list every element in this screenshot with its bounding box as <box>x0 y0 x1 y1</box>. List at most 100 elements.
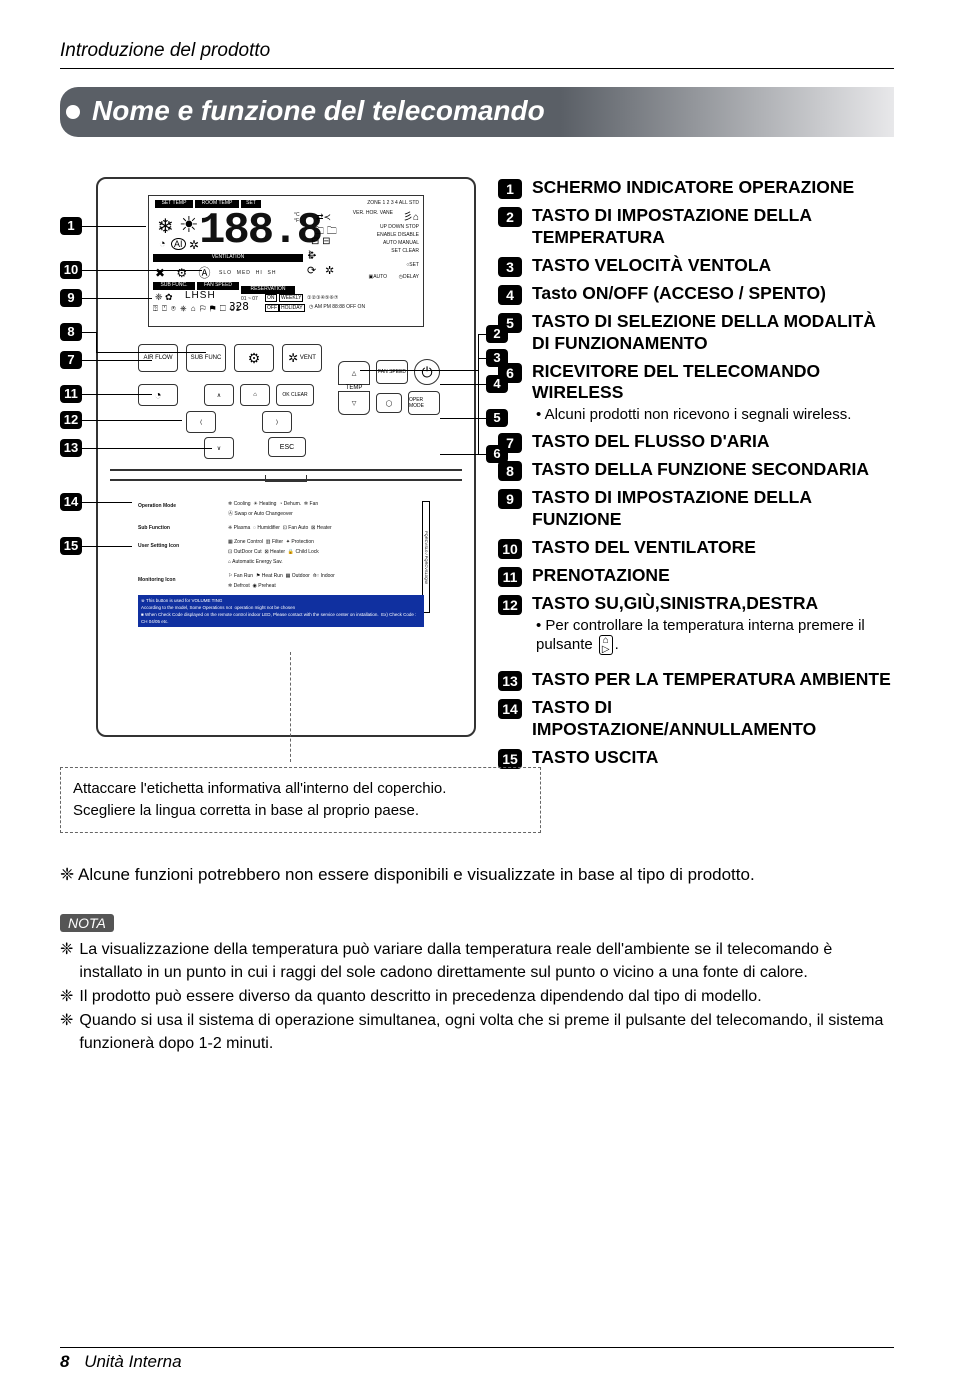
info-r3d: ⌂ Automatic Energy Sav. <box>228 559 283 565</box>
legend-txt: SCHERMO INDICATORE OPERAZIONE <box>532 177 854 199</box>
legend-txt: TASTO USCITA <box>532 747 658 769</box>
lcd-zone: ZONE 1 2 3 4 ALL STD <box>367 200 419 206</box>
section-header: Introduzione del prodotto <box>60 40 894 62</box>
legend-14: 14TASTO DI IMPOSTAZIONE/ANNULLAMENTO <box>498 697 894 741</box>
legend-10: 10 TASTO DEL VENTILATORE <box>498 537 894 559</box>
temp-up-button[interactable]: △ <box>338 361 370 385</box>
lead-l14 <box>82 502 132 503</box>
left-button[interactable]: ⟨ <box>186 411 216 433</box>
legend-11: 11PRENOTAZIONE <box>498 565 894 587</box>
up-button[interactable]: ∧ <box>204 384 234 406</box>
lcd-hor: VER. HOR. VANE <box>353 210 393 216</box>
lead-l13 <box>82 448 212 449</box>
marker-2: 2 <box>486 325 508 343</box>
caption-line-1: Attaccare l'etichetta informativa all'in… <box>73 780 446 797</box>
lead-r4 <box>440 384 486 385</box>
legend-num: 10 <box>498 539 522 559</box>
button-row-4: ∨ ESC <box>204 437 306 459</box>
nota-item-2: ❈Il prodotto può essere diverso da quant… <box>60 986 894 1008</box>
lead-r3b <box>400 370 401 371</box>
air-flow-button[interactable]: AIR FLOW <box>138 344 178 372</box>
reservation-tab: RESERVATION <box>241 286 295 294</box>
info-r4c: ✲ Defrost ◉ Preheat <box>228 583 276 589</box>
sub-func-button[interactable]: SUB FUNC <box>186 344 226 372</box>
power-button[interactable]: ⏻ <box>414 359 440 385</box>
marker-4: 4 <box>486 375 508 393</box>
marker-9: 9 <box>60 289 82 307</box>
legend-txt: TASTO DI SELEZIONE DELLA MODALITÀ DI FUN… <box>532 311 894 355</box>
info-r3b: ▦ Zone Control ▥ Filter ✦ Protection <box>228 539 314 545</box>
fan-speed-button[interactable]: FAN SPEED <box>376 360 408 384</box>
lead-l15 <box>82 546 132 547</box>
info-label: PQRCVSL0 / PQRCVSL0QW Operation Mode ❄ C… <box>138 499 424 699</box>
info-footer: ※ This button is used for VOLUME TING Ac… <box>138 595 424 627</box>
nota-tag: NOTA <box>60 914 114 932</box>
legend-txt: TASTO DEL VENTILATORE <box>532 537 756 559</box>
legend-3: 3 TASTO VELOCITÀ VENTOLA <box>498 255 894 277</box>
marker-5: 5 <box>486 409 508 427</box>
legend-txt: TASTO PER LA TEMPERATURA AMBIENTE <box>532 669 891 691</box>
right-button[interactable]: ⟩ <box>262 411 292 433</box>
page: Introduzione del prodotto Nome e funzion… <box>0 0 954 1400</box>
button-row-3: ⟨ ⟩ <box>186 411 292 433</box>
lead-l8 <box>82 332 96 333</box>
holiday-box: HOLIDAY <box>279 304 305 312</box>
legend-num: 14 <box>498 699 522 719</box>
marker-13: 13 <box>60 439 82 457</box>
auto-fan-icon: ✲ <box>325 264 334 277</box>
legend-12: 12TASTO SU,GIÙ,SINISTRA,DESTRA• Per cont… <box>498 593 894 656</box>
settings-button[interactable]: ⚙ <box>234 344 274 372</box>
legend-txt: TASTO DI IMPOSTAZIONE DELLA TEMPERATURA <box>532 205 894 249</box>
nota-item-1: ❈La visualizzazione della temperatura pu… <box>60 939 894 984</box>
set-temp-tab: SET TEMP <box>155 200 193 208</box>
drop-icon: ◔ <box>159 238 166 250</box>
clock-button[interactable]: ◔ <box>138 384 178 406</box>
info-r4: Monitoring Icon <box>138 577 176 583</box>
legend-txt: TASTO DEL FLUSSO D'ARIA <box>532 431 770 453</box>
bottom-328: 328 <box>229 300 249 313</box>
availability-note: ❈ Alcune funzioni potrebbero non essere … <box>60 863 894 887</box>
legend-2: 2TASTO DI IMPOSTAZIONE DELLA TEMPERATURA <box>498 205 894 249</box>
lid-line-1 <box>110 469 462 471</box>
legend-num: 9 <box>498 489 522 509</box>
nota-list: ❈La visualizzazione della temperatura pu… <box>60 939 894 1055</box>
lead-r5 <box>440 418 486 419</box>
lead-l10 <box>82 270 202 271</box>
legend-txt: TASTO VELOCITÀ VENTOLA <box>532 255 771 277</box>
lead-l7 <box>82 360 152 361</box>
home-button[interactable]: ⌂ <box>240 384 270 406</box>
sun-icon: ☀ <box>179 212 199 238</box>
legend-7: 7TASTO DEL FLUSSO D'ARIA <box>498 431 894 453</box>
info-r4b: ⚐ Fan Run ⚑ Heat Run ▦ Outdoor ⟰↑ Indoor <box>228 573 335 579</box>
right-cluster: △ TEMP ▽ FAN SPEED ⏻ ◯ OPER MODE <box>338 359 440 415</box>
marker-7: 7 <box>60 351 82 369</box>
bottom-icon-row: ⍰ ⍞ ⍟ ⎈ ⌂ ⚐ ⚑ ☐ 01 <box>153 304 241 314</box>
ok-clear-button[interactable]: OK CLEAR <box>276 384 314 406</box>
oper-mode-button[interactable]: OPER MODE <box>408 391 440 415</box>
vent-button[interactable]: ✲ VENT <box>282 344 322 372</box>
legend-txt: RICEVITORE DEL TELECOMANDO WIRELESS• Alc… <box>532 361 894 426</box>
lcd-wave-icon: ⦚⦚ ✥ <box>309 250 315 263</box>
legend-4: 4Tasto ON/OFF (ACCESO / SPENTO) <box>498 283 894 305</box>
lcd-enable: ENABLE DISABLE <box>377 232 419 238</box>
ventilation-stripe: VENTILATION <box>153 254 303 262</box>
marker-12: 12 <box>60 411 82 429</box>
page-footer: 8 Unità Interna <box>60 1347 894 1372</box>
legend-txt: TASTO DI IMPOSTAZIONE DELLA FUNZIONE <box>532 487 894 531</box>
marker-3: 3 <box>486 349 508 367</box>
page-number: 8 <box>60 1352 69 1371</box>
temp-down-button[interactable]: ▽ <box>338 391 370 415</box>
marker-14: 14 <box>60 493 82 511</box>
legend-5: 5TASTO DI SELEZIONE DELLA MODALITÀ DI FU… <box>498 311 894 355</box>
legend-num: 3 <box>498 257 522 277</box>
esc-button[interactable]: ESC <box>268 437 306 457</box>
lead-r3 <box>478 358 486 359</box>
deg-cf: °C°F <box>294 212 300 224</box>
info-r2: Sub Function <box>138 525 170 531</box>
caption-leader <box>290 652 292 762</box>
lcd-auto: AUTO MANUAL <box>383 240 419 246</box>
on-box: ON <box>265 294 277 302</box>
lcd-updown: UP DOWN STOP <box>380 224 419 230</box>
page-title: Nome e funzione del telecomando <box>60 87 894 137</box>
lcd-delay: ◷DELAY <box>399 274 419 280</box>
